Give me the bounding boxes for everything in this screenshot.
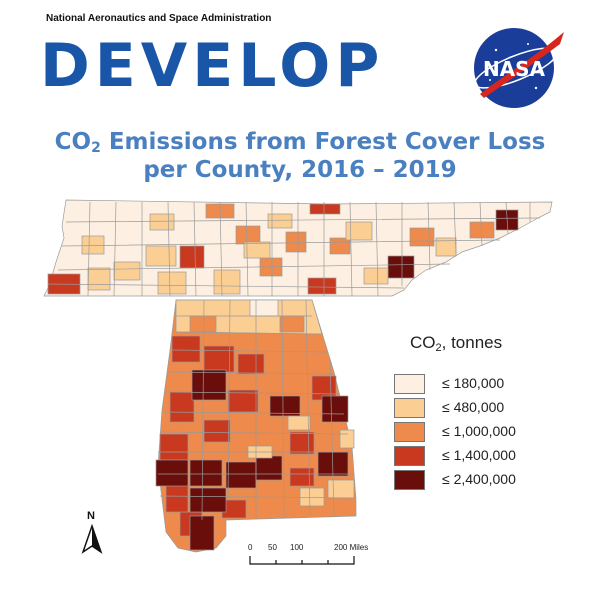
legend-title: CO2, tonnes <box>410 333 503 354</box>
legend-label: ≤ 1,400,000 <box>442 447 516 463</box>
legend-label: ≤ 480,000 <box>442 399 505 415</box>
agency-name: National Aeronautics and Space Administr… <box>46 13 272 24</box>
legend-swatch <box>394 470 425 490</box>
north-arrow-icon <box>81 523 103 554</box>
legend-swatch <box>394 446 425 466</box>
legend-swatch <box>394 374 425 394</box>
scale-tick-label: 50 <box>268 543 277 552</box>
nasa-logo-text: NASA <box>483 57 546 81</box>
scale-tick-label: 100 <box>290 543 304 552</box>
map-title: CO2 Emissions from Forest Cover Loss per… <box>54 129 546 183</box>
alabama-map <box>155 299 357 553</box>
north-label: N <box>87 510 95 522</box>
develop-wordmark: DEVELOP <box>40 31 385 101</box>
legend-label: ≤ 2,400,000 <box>442 471 516 487</box>
legend-swatch <box>394 422 425 442</box>
scale-tick-label: 0 <box>248 543 253 552</box>
legend-label: ≤ 1,000,000 <box>442 423 516 439</box>
scale-tick-label: 200 Miles <box>334 543 369 552</box>
tennessee-map <box>43 199 553 297</box>
legend-label: ≤ 180,000 <box>442 375 505 391</box>
nasa-logo: NASA <box>474 28 564 108</box>
legend-swatch <box>394 398 425 418</box>
scale-bar <box>249 556 355 565</box>
